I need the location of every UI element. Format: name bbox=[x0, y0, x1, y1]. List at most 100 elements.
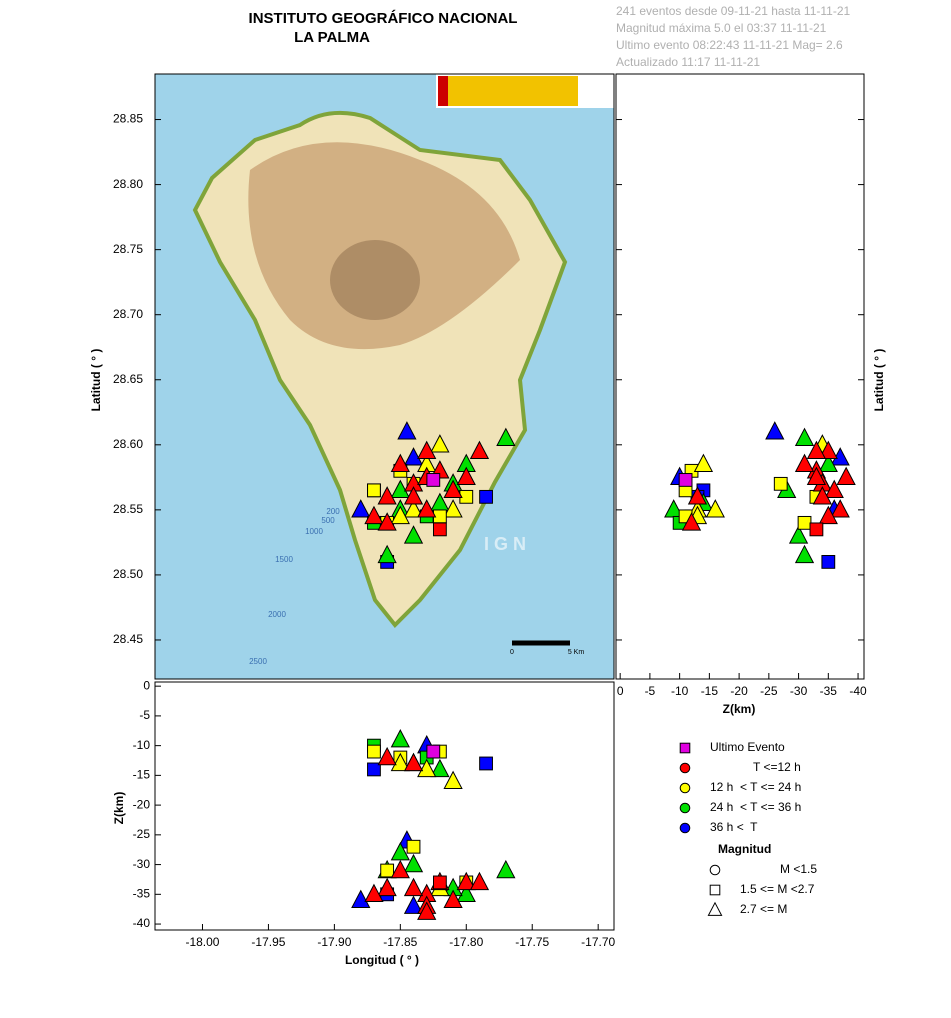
square-marker bbox=[432, 522, 447, 537]
triangle-marker bbox=[390, 505, 410, 525]
info-line: Magnitud máxima 5.0 el 03:37 11-11-21 bbox=[616, 21, 827, 35]
triangle-marker bbox=[824, 479, 844, 499]
triangle-marker bbox=[705, 499, 725, 518]
y-tick-label: 28.85 bbox=[113, 112, 143, 126]
square-marker bbox=[479, 756, 493, 771]
triangle-marker bbox=[443, 499, 463, 518]
y-axis-label-right: Latitud ( ° ) bbox=[872, 349, 886, 412]
legend-label: T <=12 h bbox=[753, 760, 801, 774]
x-tick-label: -17.95 bbox=[251, 935, 285, 949]
circle-marker bbox=[679, 822, 691, 834]
y-tick-label: 28.75 bbox=[113, 242, 143, 256]
triangle-marker bbox=[430, 758, 450, 778]
z-tick-label: -30 bbox=[133, 857, 151, 871]
triangle-marker bbox=[377, 544, 397, 564]
circle-marker bbox=[679, 762, 691, 774]
y-tick-label: 28.50 bbox=[113, 567, 143, 581]
y-tick-label: 28.55 bbox=[113, 502, 143, 516]
info-line: Ultimo evento 08:22:43 11-11-21 Mag= 2.6 bbox=[616, 38, 843, 52]
triangle-marker bbox=[377, 512, 397, 531]
circle-marker bbox=[679, 802, 691, 814]
triangle-marker bbox=[496, 427, 516, 447]
contour-label: 200 bbox=[326, 507, 340, 516]
z-tick-label: 0 bbox=[143, 678, 150, 692]
triangle-marker bbox=[687, 486, 708, 505]
y-tick-label: 28.80 bbox=[113, 177, 143, 191]
z-tick-label: -30 bbox=[790, 684, 808, 698]
triangle-marker bbox=[417, 758, 437, 778]
triangle-marker bbox=[397, 421, 417, 440]
triangle-marker bbox=[377, 486, 397, 505]
info-line: Actualizado 11:17 11-11-21 bbox=[616, 55, 760, 69]
triangle-marker bbox=[788, 525, 809, 544]
z-tick-label: 0 bbox=[617, 684, 624, 698]
triangle-marker bbox=[390, 453, 410, 473]
map-frame bbox=[154, 73, 615, 680]
square-marker bbox=[380, 863, 395, 878]
triangle-marker bbox=[351, 889, 371, 908]
square-marker bbox=[479, 489, 493, 504]
title: INSTITUTO GEOGRÁFICO NACIONAL bbox=[249, 10, 518, 27]
triangle-marker bbox=[818, 440, 838, 460]
logo bbox=[438, 76, 578, 106]
z-tick-label: -10 bbox=[671, 684, 689, 698]
triangle-marker bbox=[456, 871, 476, 891]
triangle-marker bbox=[417, 499, 437, 518]
triangle-marker bbox=[403, 525, 424, 544]
triangle-marker bbox=[390, 752, 410, 772]
square-marker bbox=[679, 742, 691, 754]
triangle-marker bbox=[806, 466, 827, 486]
contour-label: 2500 bbox=[249, 657, 267, 666]
triangle-marker bbox=[403, 853, 424, 873]
triangle-marker bbox=[430, 434, 450, 453]
lon-depth-frame bbox=[154, 681, 615, 931]
magnitude-label: 2.7 <= M bbox=[740, 902, 787, 916]
triangle-marker bbox=[364, 505, 384, 525]
triangle-marker bbox=[496, 859, 516, 879]
legend-title: Magnitud bbox=[718, 842, 771, 856]
contour-label: 2000 bbox=[268, 610, 286, 619]
x-tick-label: -17.70 bbox=[581, 935, 615, 949]
z-tick-label: -25 bbox=[760, 684, 778, 698]
triangle-marker bbox=[390, 479, 410, 499]
triangle-marker bbox=[443, 770, 463, 790]
circle-marker bbox=[679, 782, 691, 794]
scale-label: 5 Km bbox=[568, 649, 585, 656]
magnitude-label: M <1.5 bbox=[780, 862, 817, 876]
triangle-marker bbox=[707, 901, 723, 916]
triangle-marker bbox=[469, 440, 490, 460]
triangle-marker bbox=[390, 859, 410, 879]
triangle-marker bbox=[377, 746, 397, 766]
triangle-marker bbox=[830, 499, 850, 518]
triangle-marker bbox=[364, 883, 384, 903]
map bbox=[155, 74, 614, 679]
z-tick-label: -10 bbox=[133, 738, 151, 752]
triangle-marker bbox=[390, 729, 410, 748]
z-tick-label: -20 bbox=[133, 797, 151, 811]
square-marker bbox=[406, 839, 421, 854]
triangle-marker bbox=[693, 453, 714, 473]
square-marker bbox=[678, 473, 693, 487]
triangle-marker bbox=[403, 895, 424, 914]
x-tick-label: -17.90 bbox=[317, 935, 351, 949]
triangle-marker bbox=[794, 427, 815, 447]
triangle-marker bbox=[812, 486, 832, 505]
x-tick-label: -17.75 bbox=[515, 935, 549, 949]
legend-label: 12 h < T <= 24 h bbox=[710, 780, 801, 794]
triangle-marker bbox=[403, 499, 424, 518]
square-marker bbox=[367, 744, 381, 759]
z-tick-label: -35 bbox=[820, 684, 838, 698]
subtitle: LA PALMA bbox=[294, 29, 370, 46]
legend-label: 36 h < T bbox=[710, 820, 758, 834]
circle-marker bbox=[709, 864, 721, 876]
triangle-marker bbox=[417, 440, 437, 460]
z-tick-label: -35 bbox=[133, 886, 151, 900]
triangle-marker bbox=[765, 421, 785, 440]
square-marker bbox=[367, 483, 381, 498]
triangle-marker bbox=[806, 440, 827, 460]
z-tick-label: -15 bbox=[701, 684, 719, 698]
y-tick-label: 28.60 bbox=[113, 437, 143, 451]
x-axis-label: Longitud ( ° ) bbox=[345, 953, 419, 967]
triangle-marker bbox=[794, 544, 815, 564]
